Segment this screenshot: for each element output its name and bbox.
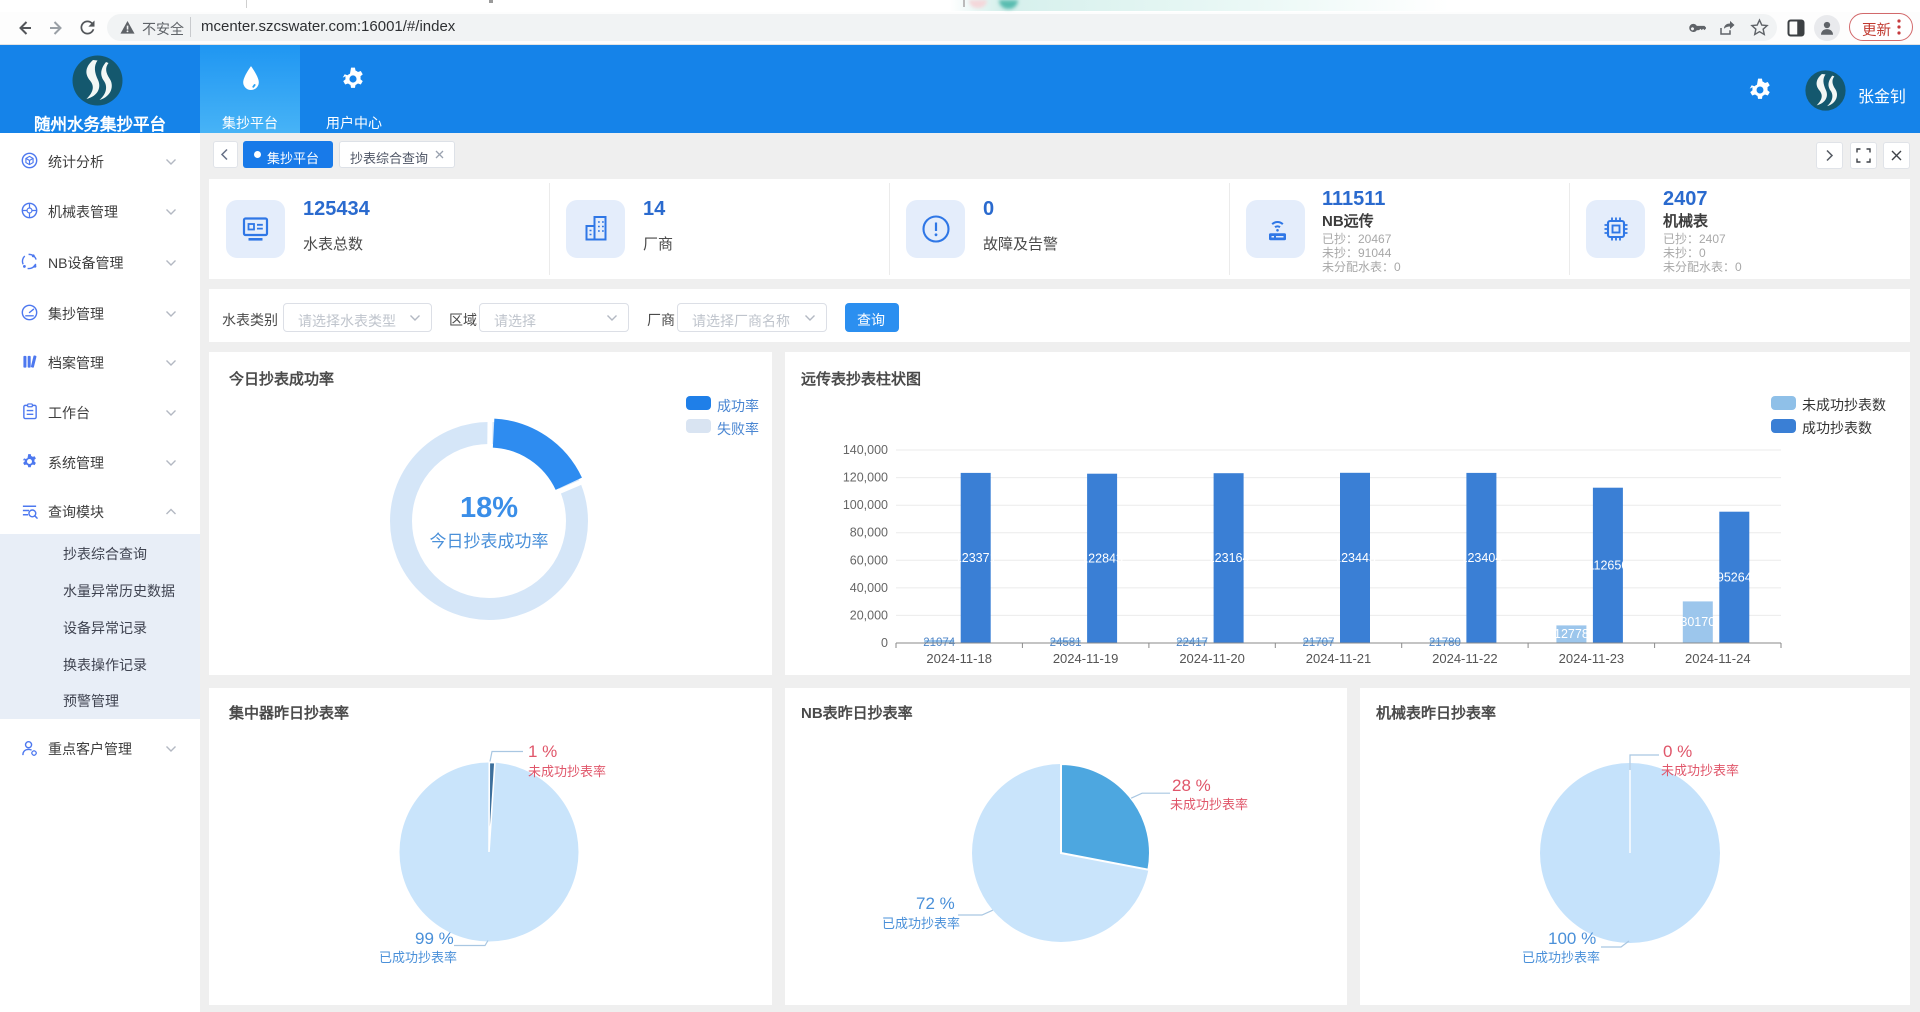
svg-text:12778: 12778 bbox=[1554, 627, 1589, 641]
svg-text:123443: 123443 bbox=[1334, 551, 1376, 565]
svg-text:123404: 123404 bbox=[1461, 551, 1503, 565]
svg-text:40,000: 40,000 bbox=[850, 581, 888, 595]
svg-text:2024-11-18: 2024-11-18 bbox=[926, 651, 992, 666]
svg-text:2024-11-20: 2024-11-20 bbox=[1179, 651, 1245, 666]
svg-text:60,000: 60,000 bbox=[850, 553, 888, 567]
svg-text:80,000: 80,000 bbox=[850, 526, 888, 540]
svg-text:0: 0 bbox=[881, 636, 888, 650]
svg-text:2024-11-22: 2024-11-22 bbox=[1432, 651, 1498, 666]
svg-text:30170: 30170 bbox=[1680, 615, 1715, 629]
svg-text:95264: 95264 bbox=[1717, 570, 1752, 584]
svg-text:140,000: 140,000 bbox=[843, 443, 888, 457]
svg-text:2024-11-24: 2024-11-24 bbox=[1685, 651, 1751, 666]
svg-text:2024-11-21: 2024-11-21 bbox=[1306, 651, 1372, 666]
svg-text:123164: 123164 bbox=[1208, 551, 1250, 565]
svg-text:122843: 122843 bbox=[1081, 551, 1123, 565]
svg-text:20,000: 20,000 bbox=[850, 608, 888, 622]
svg-text:2024-11-23: 2024-11-23 bbox=[1559, 651, 1625, 666]
svg-text:112650: 112650 bbox=[1588, 558, 1629, 572]
svg-text:120,000: 120,000 bbox=[843, 471, 888, 485]
svg-text:100,000: 100,000 bbox=[843, 498, 888, 512]
svg-text:2024-11-19: 2024-11-19 bbox=[1053, 651, 1119, 666]
svg-text:123371: 123371 bbox=[955, 551, 997, 565]
